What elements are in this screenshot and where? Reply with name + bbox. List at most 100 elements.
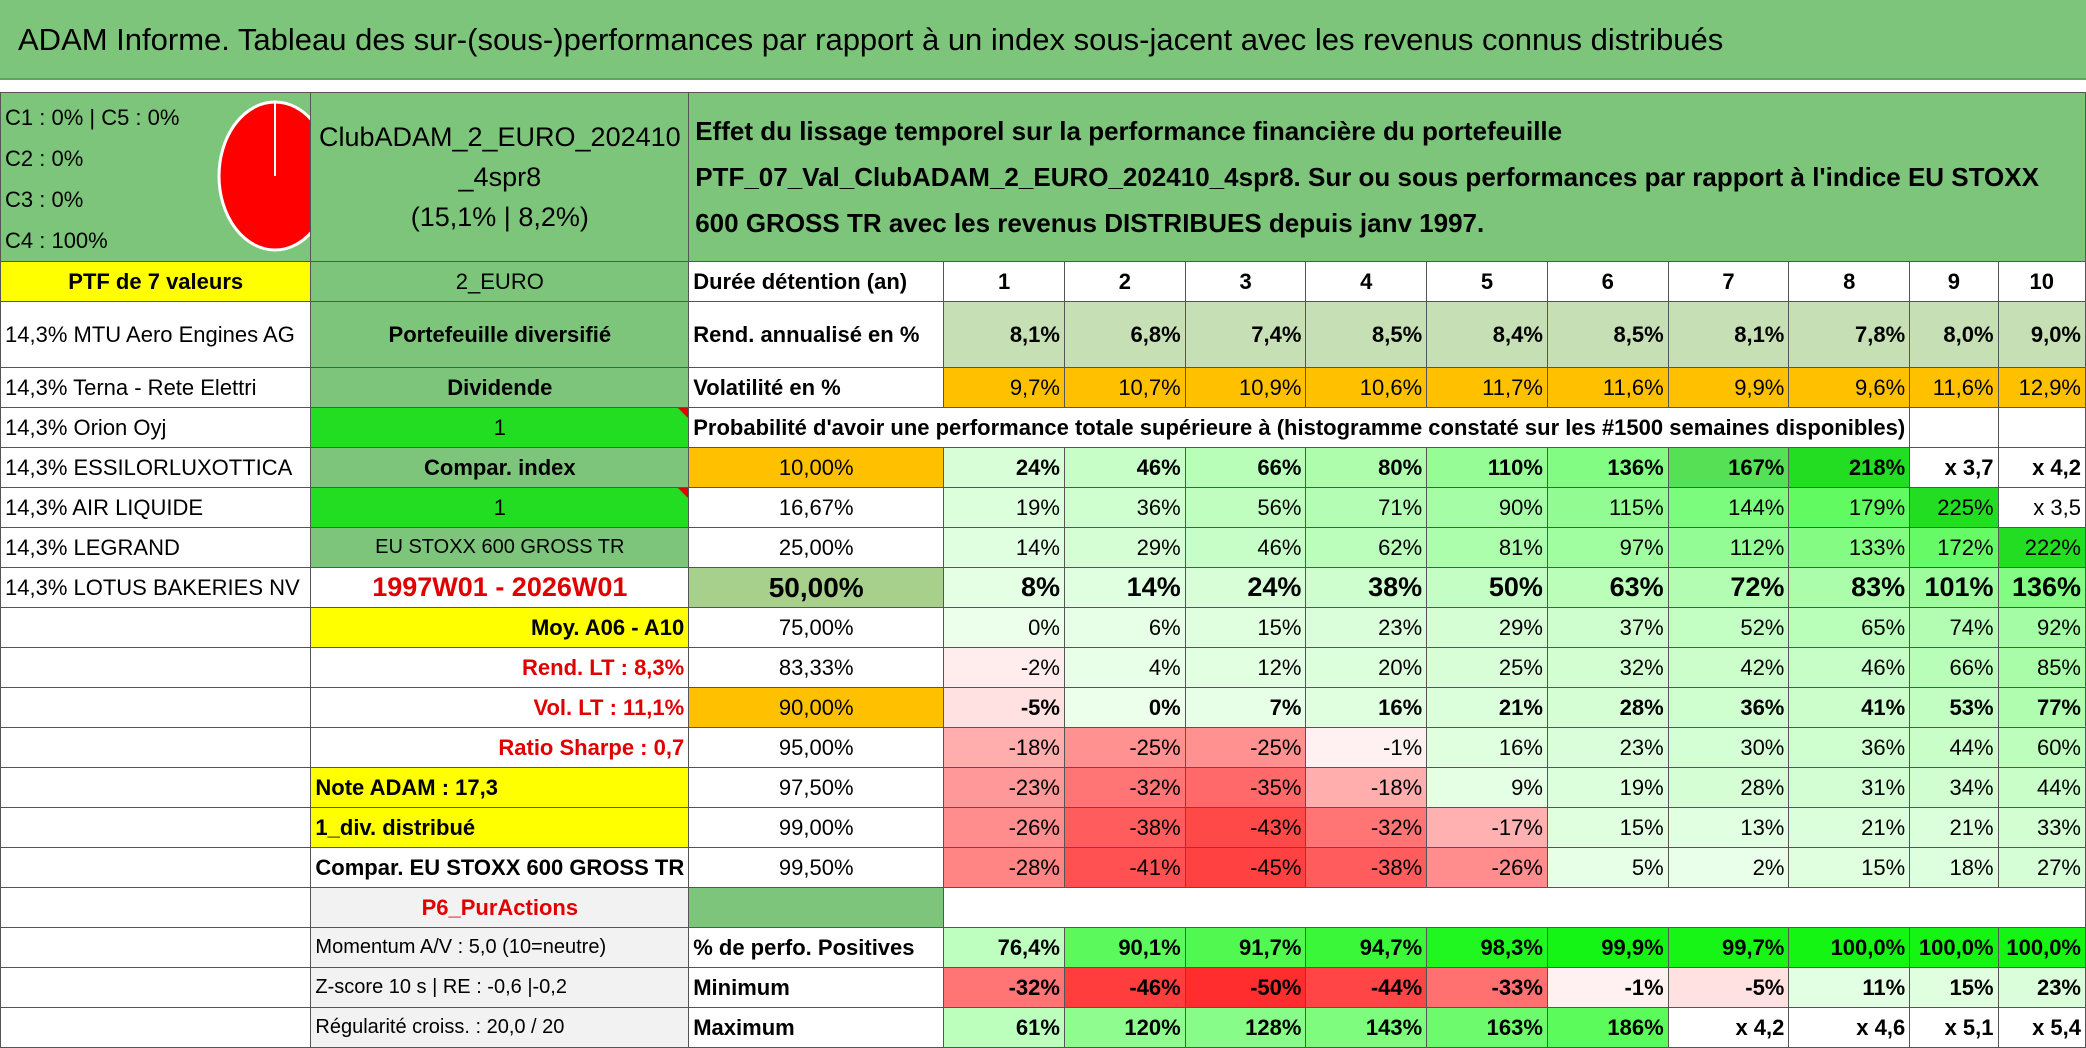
- holding-row: 14,3% LEGRAND: [0, 527, 312, 568]
- probability-value: 19%: [1546, 767, 1669, 808]
- annual-return-value: 9,0%: [1997, 301, 2086, 368]
- legend-item: C3 : 0%: [5, 187, 84, 212]
- probability-value: -32%: [1305, 807, 1428, 848]
- portfolio-name-cell: ClubADAM_2_EURO_202410_4spr8 (15,1% | 8,2…: [310, 92, 690, 262]
- probability-value: 65%: [1788, 607, 1911, 648]
- spacer: [0, 80, 2086, 92]
- probability-value: -43%: [1184, 807, 1307, 848]
- annual-return-value: 6,8%: [1063, 301, 1186, 368]
- empty-cell: [0, 1007, 312, 1048]
- probability-value: 50%: [1426, 567, 1548, 608]
- probability-value: 225%: [1909, 487, 1999, 528]
- probability-value: -25%: [1184, 727, 1307, 768]
- year-header: 2: [1063, 261, 1186, 302]
- year-header: 10: [1997, 261, 2086, 302]
- pos-value: 90,1%: [1063, 927, 1186, 968]
- probability-value: -2%: [943, 647, 1065, 688]
- min-label: Minimum: [688, 967, 945, 1008]
- pos-value: 100,0%: [1788, 927, 1911, 968]
- legend-cell: C1 : 0% | C5 : 0% C2 : 0% C3 : 0% C4 : 100%: [0, 92, 312, 262]
- probability-value: 15%: [1788, 847, 1911, 888]
- ptf-label: PTF de 7 valeurs: [0, 261, 312, 302]
- probability-value: 24%: [1184, 567, 1307, 608]
- min-value: -5%: [1667, 967, 1790, 1008]
- portfolio-stats: (15,1% | 8,2%): [410, 202, 589, 232]
- legend-item: C1 : 0% | C5 : 0%: [5, 105, 180, 130]
- probability-value: 63%: [1546, 567, 1669, 608]
- info-cell: Z-score 10 s | RE : -0,6 |-0,2: [310, 967, 690, 1008]
- probability-value: 44%: [1997, 767, 2086, 808]
- probability-value: 15%: [1184, 607, 1307, 648]
- probability-value: 30%: [1667, 727, 1790, 768]
- empty-cell: [0, 767, 312, 808]
- volatility-value: 10,7%: [1063, 367, 1186, 408]
- probability-value: -17%: [1426, 807, 1548, 848]
- volatility-value: 11,7%: [1426, 367, 1548, 408]
- report-title-banner: ADAM Informe. Tableau des sur-(sous-)per…: [0, 0, 2086, 80]
- probability-value: 0%: [943, 607, 1065, 648]
- quantile-label: 83,33%: [688, 647, 945, 688]
- probability-value: 101%: [1909, 567, 1999, 608]
- probability-value: 2%: [1667, 847, 1790, 888]
- empty-cell: [0, 807, 312, 848]
- pos-value: 91,7%: [1184, 927, 1307, 968]
- empty-cell: [0, 887, 312, 928]
- portfolio-name: ClubADAM_2_EURO_202410_4spr8: [318, 122, 681, 192]
- empty-cell: [1997, 407, 2086, 448]
- probability-value: 112%: [1667, 527, 1790, 568]
- probability-value: 36%: [1667, 687, 1790, 728]
- performance-table: C1 : 0% | C5 : 0% C2 : 0% C3 : 0% C4 : 100%…: [0, 92, 2086, 1048]
- annual-return-value: 8,4%: [1426, 301, 1548, 368]
- empty-cell: [0, 607, 312, 648]
- strategy-label: P6_PurActions: [310, 887, 690, 928]
- probability-value: 16%: [1305, 687, 1428, 728]
- probability-value: 23%: [1305, 607, 1428, 648]
- probability-value: 36%: [1063, 487, 1186, 528]
- probability-value: 81%: [1426, 527, 1548, 568]
- empty-cell: [0, 687, 312, 728]
- annual-return-value: 7,8%: [1788, 301, 1911, 368]
- probability-value: 110%: [1426, 447, 1548, 488]
- probability-value: 29%: [1063, 527, 1186, 568]
- holding-row: 14,3% LOTUS BAKERIES NV: [0, 567, 312, 608]
- max-label: Maximum: [688, 1007, 945, 1048]
- probability-value: x 4,2: [1997, 447, 2086, 488]
- probability-value: -26%: [1426, 847, 1548, 888]
- probability-value: -41%: [1063, 847, 1186, 888]
- probability-value: 115%: [1546, 487, 1669, 528]
- volatility-label: Volatilité en %: [688, 367, 945, 408]
- probability-value: -23%: [943, 767, 1065, 808]
- probability-value: 42%: [1667, 647, 1790, 688]
- empty-cell: [0, 647, 312, 688]
- probability-value: -5%: [943, 687, 1065, 728]
- year-header: 4: [1305, 261, 1428, 302]
- info-cell: Ratio Sharpe : 0,7: [310, 727, 690, 768]
- quantile-label: 75,00%: [688, 607, 945, 648]
- probability-value: 7%: [1184, 687, 1307, 728]
- year-header: 7: [1667, 261, 1790, 302]
- info-cell: Rend. LT : 8,3%: [310, 647, 690, 688]
- quantile-label: 50,00%: [688, 567, 945, 608]
- probability-value: 21%: [1426, 687, 1548, 728]
- probability-value: 72%: [1667, 567, 1790, 608]
- probability-value: 14%: [1063, 567, 1186, 608]
- empty-cell: [943, 887, 2086, 928]
- probability-value: -45%: [1184, 847, 1307, 888]
- probability-value: 21%: [1909, 807, 1999, 848]
- probability-value: 4%: [1063, 647, 1186, 688]
- probability-value: 25%: [1426, 647, 1548, 688]
- probability-value: 28%: [1667, 767, 1790, 808]
- info-cell: Moy. A06 - A10: [310, 607, 690, 648]
- probability-value: 172%: [1909, 527, 1999, 568]
- probability-value: 15%: [1546, 807, 1669, 848]
- annual-return-value: 8,1%: [943, 301, 1065, 368]
- volatility-value: 9,6%: [1788, 367, 1911, 408]
- min-value: -33%: [1426, 967, 1548, 1008]
- probability-value: 85%: [1997, 647, 2086, 688]
- probability-value: 52%: [1667, 607, 1790, 648]
- year-header: 1: [943, 261, 1065, 302]
- volatility-value: 10,6%: [1305, 367, 1428, 408]
- probability-value: 97%: [1546, 527, 1669, 568]
- info-cell: Régularité croiss. : 20,0 / 20: [310, 1007, 690, 1048]
- max-value: x 5,1: [1909, 1007, 1999, 1048]
